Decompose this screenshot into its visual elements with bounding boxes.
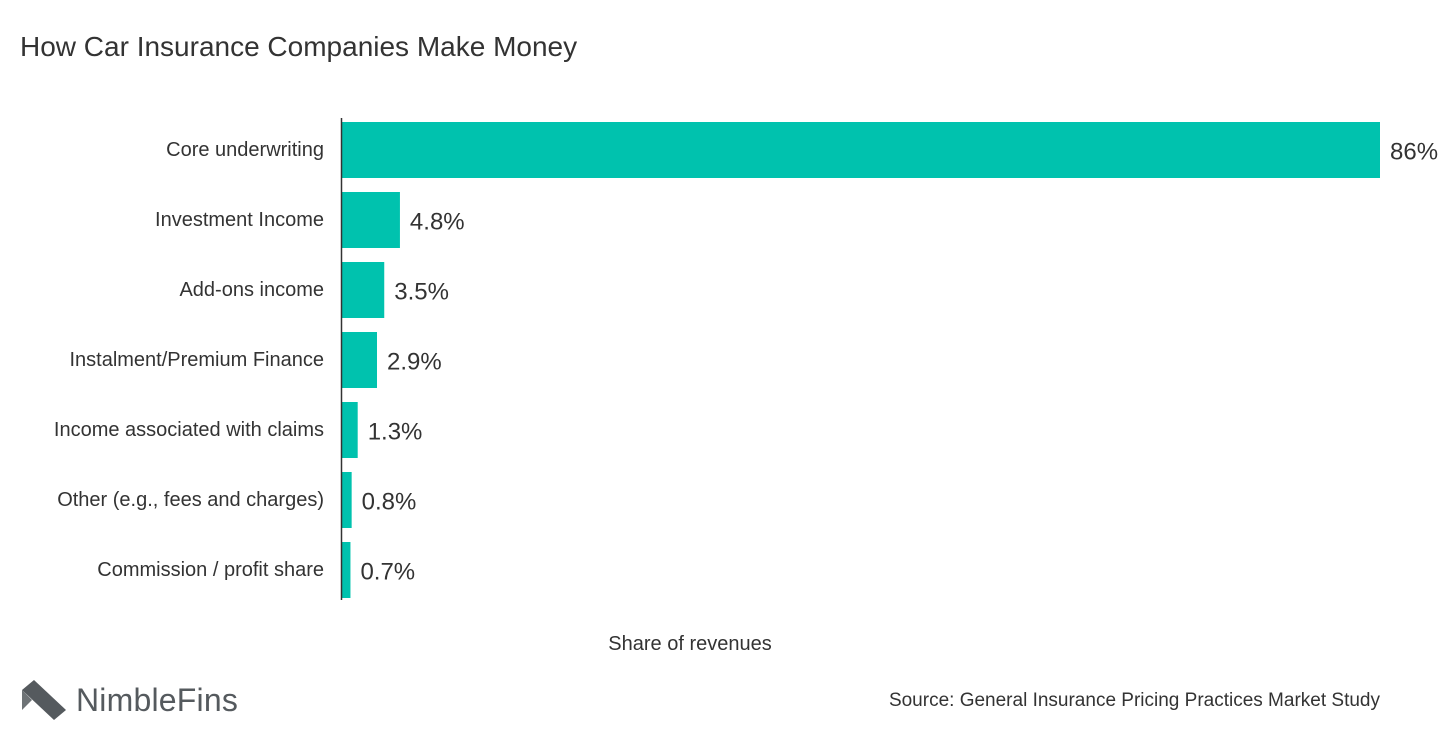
category-label-5: Income associated with claims <box>54 419 324 441</box>
brand-logo: NimbleFins <box>20 678 238 722</box>
value-label-3: 3.5% <box>394 279 449 306</box>
value-label-2: 4.8% <box>410 209 465 236</box>
category-label-3: Add-ons income <box>179 279 324 301</box>
source-note: Source: General Insurance Pricing Practi… <box>888 690 1380 711</box>
category-label-2: Investment Income <box>155 209 324 231</box>
bar-7 <box>342 542 351 598</box>
bars-layer <box>342 122 1380 598</box>
bar-1 <box>342 122 1380 178</box>
category-label-4: Instalment/Premium Finance <box>69 349 324 371</box>
chart-title: How Car Insurance Companies Make Money <box>20 31 578 62</box>
bar-2 <box>342 192 400 248</box>
brand-name: NimbleFins <box>76 681 239 718</box>
value-label-5: 1.3% <box>368 419 423 446</box>
value-label-4: 2.9% <box>387 349 442 376</box>
value-label-7: 0.7% <box>360 559 415 586</box>
bar-4 <box>342 332 378 388</box>
bar-5 <box>342 402 358 458</box>
value-label-1: 86% <box>1390 139 1438 166</box>
labels-layer: Core underwriting 86% Investment Income 4.8… <box>54 139 1438 586</box>
bar-3 <box>342 262 385 318</box>
category-label-7: Commission / profit share <box>97 559 324 581</box>
category-label-1: Core underwriting <box>166 139 324 161</box>
bar-6 <box>342 472 352 528</box>
x-axis-label: Share of revenues <box>608 633 772 655</box>
category-label-6: Other (e.g., fees and charges) <box>57 489 324 511</box>
nimblefins-chevron-icon <box>22 680 66 720</box>
value-label-6: 0.8% <box>362 489 417 516</box>
